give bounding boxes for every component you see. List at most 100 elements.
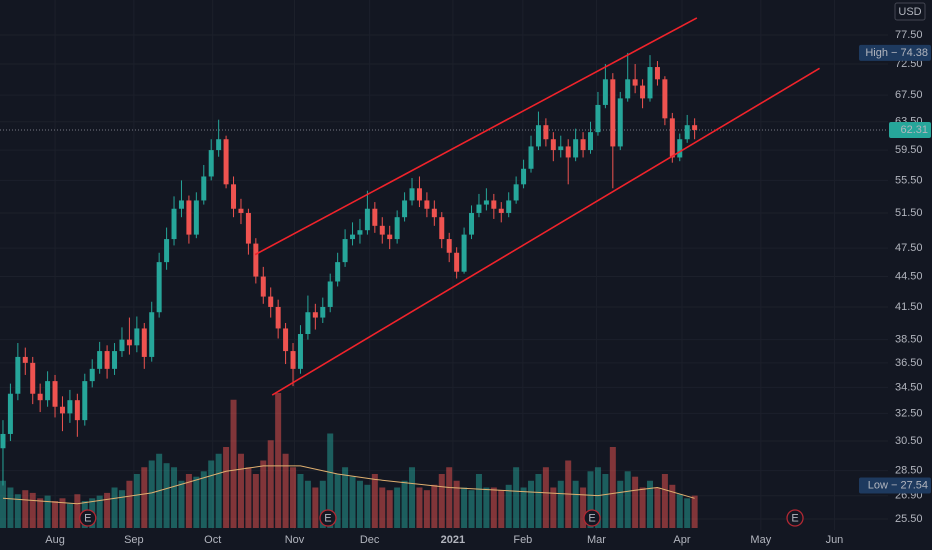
candle-body [275,306,281,329]
volume-bar [483,487,490,528]
candle-body [416,188,422,201]
volume-bar [148,460,155,528]
candle-body [22,356,28,363]
price-badge-label: 62.31 [900,124,928,136]
candle-body [0,433,6,449]
candle-body [647,67,653,99]
x-tick-label: May [750,534,771,546]
candle-body [290,351,296,369]
price-badge-label: High − 74.38 [865,47,928,59]
candle-body [602,79,608,105]
volume-bar [379,487,386,528]
volume-bar [498,490,505,528]
candle-body [654,67,660,80]
volume-bar [691,495,698,528]
x-tick-label: Oct [204,534,221,546]
volume-bar [118,490,125,528]
candle-body [156,262,162,313]
volume-ma-line [2,465,695,505]
candle-body [409,188,415,201]
volume-bar [304,480,311,528]
volume-bar [334,474,341,528]
candle-body [223,139,229,185]
earnings-marker [319,509,337,527]
volume-bar [208,460,215,528]
price-badge-label: Low − 27.54 [868,479,928,491]
volume-bar [327,433,334,528]
candle-body [15,356,21,394]
volume-bar [557,480,564,528]
candle-body [149,312,155,357]
volume-bar [252,474,259,528]
volume-bar [297,474,304,528]
volume-bar [594,467,601,528]
candle-body [506,200,512,213]
volume-bar [267,440,274,528]
candle-body [692,125,698,130]
volume-bar [475,474,482,528]
volume-bar [490,487,497,528]
volume-bar [96,495,103,528]
candle-body [164,239,170,263]
volume-bar [22,490,29,528]
volume-bar [52,501,59,528]
candle-body [625,79,631,99]
volume-bar [617,480,624,528]
volume-bar [528,480,535,528]
volume-bar [453,480,460,528]
x-tick-label: Nov [285,534,305,546]
y-tick-label: 34.50 [895,381,923,393]
volume-bar [178,480,185,528]
candle-body [342,239,348,263]
volume-bar [431,484,438,528]
volume-bar [572,480,579,528]
candle-body [231,184,237,209]
volume-bar [438,474,445,528]
candle-body [216,139,222,151]
volume-bar [661,474,668,528]
x-tick-label: Sep [124,534,144,546]
y-tick-label: 30.50 [895,435,923,447]
y-tick-label: 25.50 [895,513,923,525]
volume-bar [394,487,401,528]
candle-body [662,79,668,119]
candle-body [669,118,675,158]
candle-body [283,328,289,352]
volume-bar [423,490,430,528]
earnings-label: E [791,512,798,524]
candle-body [171,208,177,240]
y-tick-label: 32.50 [895,407,923,419]
volume-bar [200,471,207,528]
volume-bar [446,467,453,528]
candle-body [402,200,408,218]
candle-body [238,208,244,213]
price-axis: 77.5072.5067.5063.5059.5055.5051.5047.50… [45,29,931,546]
candle-body [483,200,489,205]
candle-body [476,204,482,213]
volume-bar [290,467,297,528]
candle-body [588,132,594,151]
volume-bar [44,495,51,528]
earnings-label: E [84,512,91,524]
candle-body [245,212,251,244]
x-tick-label: Dec [360,534,380,546]
volume-bar [505,484,512,528]
candle-body [320,306,326,318]
volume-bar [535,474,542,528]
earnings-label: E [588,512,595,524]
volume-bar [245,467,252,528]
volume-bar [676,494,683,528]
volume-bar [632,476,639,528]
candle-body [640,85,646,99]
candle-body [580,139,586,151]
candle-body [126,339,132,346]
price-badge [889,121,931,138]
volume-bar [609,447,616,528]
candle-body [550,139,556,151]
volume-bar [409,467,416,528]
candle-body [97,351,103,369]
volume-bar [312,487,319,528]
